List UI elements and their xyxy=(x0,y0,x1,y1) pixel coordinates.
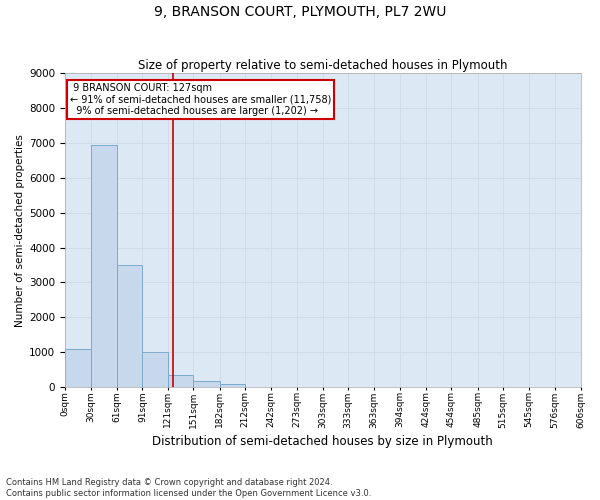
Text: 9 BRANSON COURT: 127sqm
← 91% of semi-detached houses are smaller (11,758)
  9% : 9 BRANSON COURT: 127sqm ← 91% of semi-de… xyxy=(70,82,332,116)
Text: 9, BRANSON COURT, PLYMOUTH, PL7 2WU: 9, BRANSON COURT, PLYMOUTH, PL7 2WU xyxy=(154,5,446,19)
Bar xyxy=(91,144,117,387)
Bar xyxy=(220,384,245,387)
Y-axis label: Number of semi-detached properties: Number of semi-detached properties xyxy=(15,134,25,326)
Text: Contains HM Land Registry data © Crown copyright and database right 2024.
Contai: Contains HM Land Registry data © Crown c… xyxy=(6,478,371,498)
Bar xyxy=(65,348,91,387)
Bar xyxy=(142,352,168,387)
Bar xyxy=(168,375,193,387)
Bar xyxy=(193,382,220,387)
Title: Size of property relative to semi-detached houses in Plymouth: Size of property relative to semi-detach… xyxy=(138,59,508,72)
X-axis label: Distribution of semi-detached houses by size in Plymouth: Distribution of semi-detached houses by … xyxy=(152,434,493,448)
Bar xyxy=(117,265,142,387)
